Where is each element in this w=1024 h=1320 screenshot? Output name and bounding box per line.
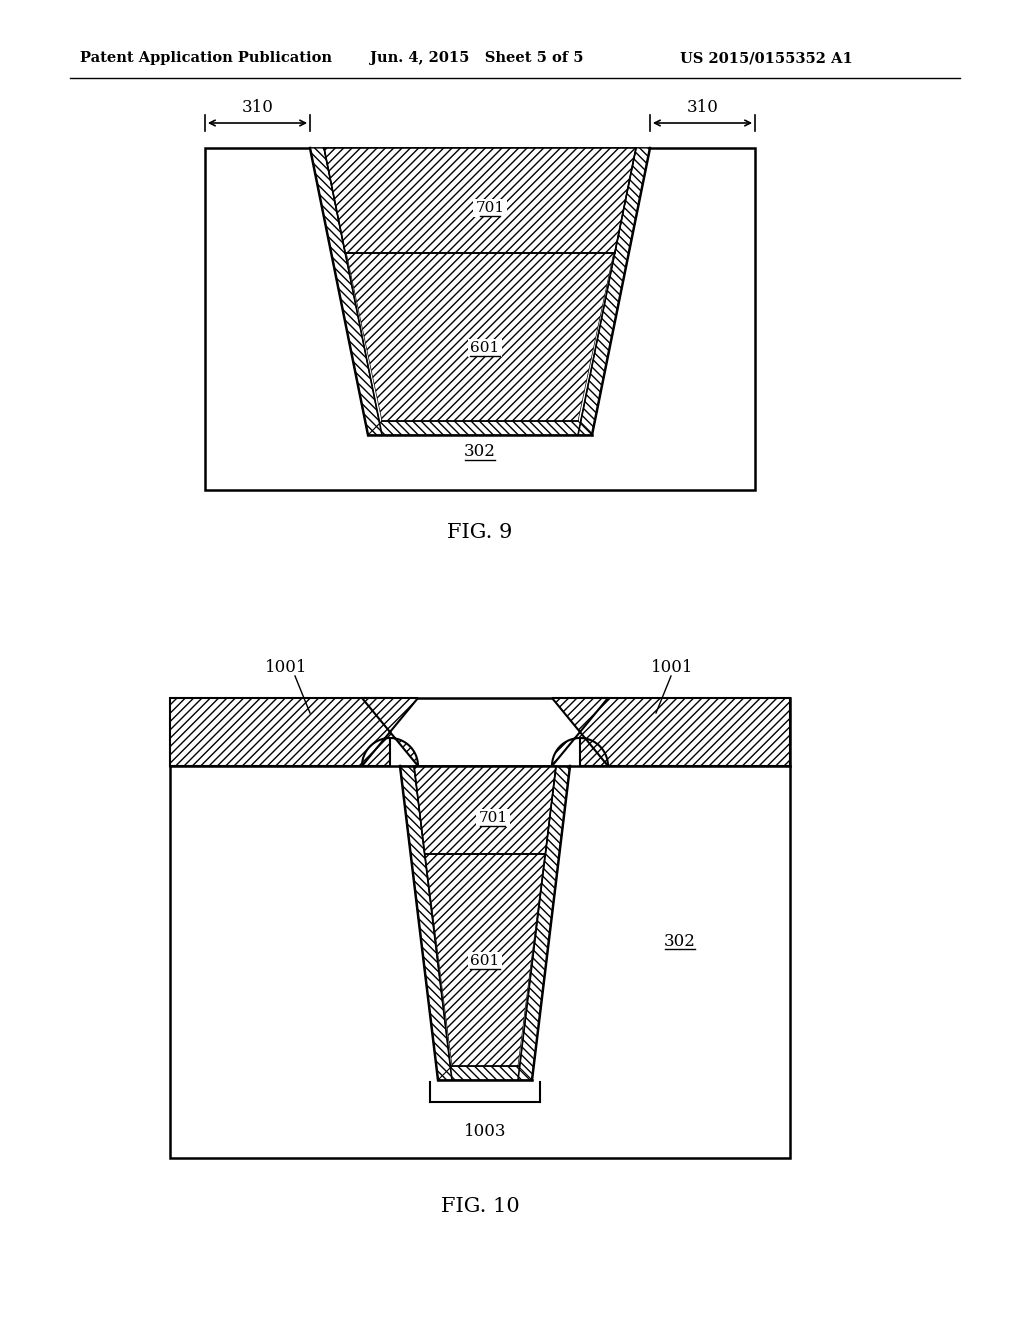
- Polygon shape: [170, 698, 390, 766]
- Polygon shape: [310, 148, 650, 436]
- Polygon shape: [578, 148, 650, 436]
- Text: 310: 310: [242, 99, 273, 116]
- Text: 302: 302: [464, 444, 496, 461]
- Polygon shape: [438, 1067, 532, 1080]
- Bar: [170, 698, 790, 1158]
- Text: US 2015/0155352 A1: US 2015/0155352 A1: [680, 51, 853, 65]
- Polygon shape: [324, 148, 636, 421]
- Bar: [205, 148, 755, 490]
- Polygon shape: [580, 698, 790, 766]
- Text: FIG. 9: FIG. 9: [447, 523, 513, 541]
- Text: 302: 302: [664, 932, 696, 949]
- Polygon shape: [518, 766, 570, 1080]
- Text: 1003: 1003: [464, 1123, 506, 1140]
- Text: 701: 701: [475, 201, 505, 215]
- Text: 601: 601: [470, 341, 500, 355]
- Polygon shape: [400, 766, 570, 1080]
- Polygon shape: [400, 766, 452, 1080]
- Text: 1001: 1001: [650, 660, 693, 676]
- Text: 701: 701: [478, 810, 508, 825]
- Text: Patent Application Publication: Patent Application Publication: [80, 51, 332, 65]
- Polygon shape: [414, 766, 556, 854]
- Polygon shape: [324, 148, 636, 253]
- Polygon shape: [310, 148, 382, 436]
- Polygon shape: [414, 766, 556, 1067]
- Text: FIG. 10: FIG. 10: [440, 1196, 519, 1216]
- Polygon shape: [362, 698, 418, 766]
- Text: 1001: 1001: [265, 660, 307, 676]
- Polygon shape: [368, 421, 592, 436]
- Polygon shape: [552, 698, 608, 766]
- Text: Jun. 4, 2015   Sheet 5 of 5: Jun. 4, 2015 Sheet 5 of 5: [370, 51, 584, 65]
- Text: 310: 310: [686, 99, 719, 116]
- Text: 601: 601: [470, 954, 500, 968]
